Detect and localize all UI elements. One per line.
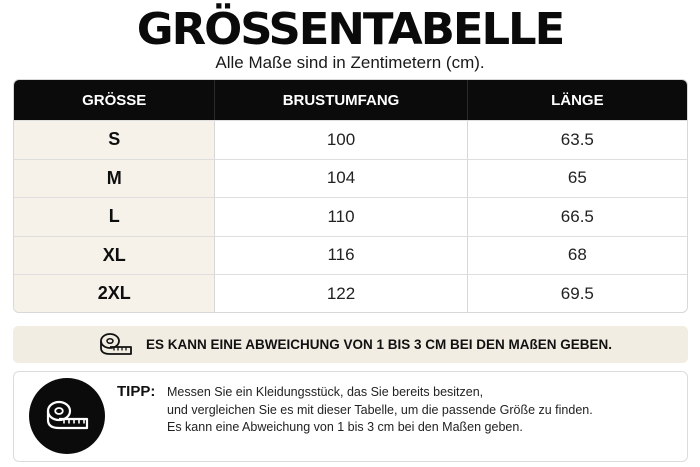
cell-length: 66.5: [466, 198, 687, 236]
cell-length: 68: [466, 236, 687, 274]
tip-line: Es kann eine Abweichung von 1 bis 3 cm b…: [167, 420, 523, 434]
deviation-note-text: ES KANN EINE ABWEICHUNG VON 1 BIS 3 CM B…: [146, 337, 613, 352]
table-row: S 100 63.5: [14, 120, 687, 159]
page-subtitle: Alle Maße sind in Zentimetern (cm).: [215, 53, 485, 72]
cell-chest: 122: [214, 275, 466, 312]
cell-size: XL: [14, 236, 215, 274]
cell-size: S: [14, 121, 215, 159]
cell-size: 2XL: [14, 275, 215, 312]
cell-chest: 110: [214, 198, 466, 236]
cell-length: 65: [466, 159, 687, 197]
column-header-size: GRÖSSE: [82, 91, 147, 109]
tip-line: Messen Sie ein Kleidungsstück, das Sie b…: [167, 385, 484, 399]
table-row: XL 116 68: [14, 235, 687, 274]
column-header-length: LÄNGE: [466, 80, 687, 120]
table-row: L 110 66.5: [14, 197, 687, 236]
tip-icon-circle: [29, 378, 105, 454]
cell-size: L: [14, 198, 215, 236]
size-table: GRÖSSE BRUSTUMFANG LÄNGE S 100 63.5 M 10…: [13, 79, 688, 313]
cell-length: 63.5: [466, 121, 687, 159]
cell-chest: 116: [214, 236, 466, 274]
tip-label: TIPP:: [117, 383, 156, 400]
tip-text: Messen Sie ein Kleidungsstück, das Sie b…: [167, 384, 682, 437]
table-header: GRÖSSE BRUSTUMFANG LÄNGE: [14, 80, 687, 120]
tip-line: und vergleichen Sie es mit dieser Tabell…: [167, 402, 593, 417]
cell-size: M: [14, 159, 215, 197]
cell-chest: 100: [214, 121, 466, 159]
cell-chest: 104: [214, 159, 466, 197]
page-title: GRÖSSENTABELLE: [136, 4, 565, 55]
tip-box: TIPP: Messen Sie ein Kleidungsstück, das…: [13, 371, 688, 462]
measuring-tape-icon: [46, 400, 89, 430]
table-row: M 104 65: [14, 158, 687, 197]
cell-length: 69.5: [466, 275, 687, 312]
column-header-chest: BRUSTUMFANG: [214, 80, 466, 120]
table-row: 2XL 122 69.5: [14, 274, 687, 312]
deviation-note: ES KANN EINE ABWEICHUNG VON 1 BIS 3 CM B…: [13, 326, 688, 363]
measuring-tape-icon: [100, 333, 132, 355]
